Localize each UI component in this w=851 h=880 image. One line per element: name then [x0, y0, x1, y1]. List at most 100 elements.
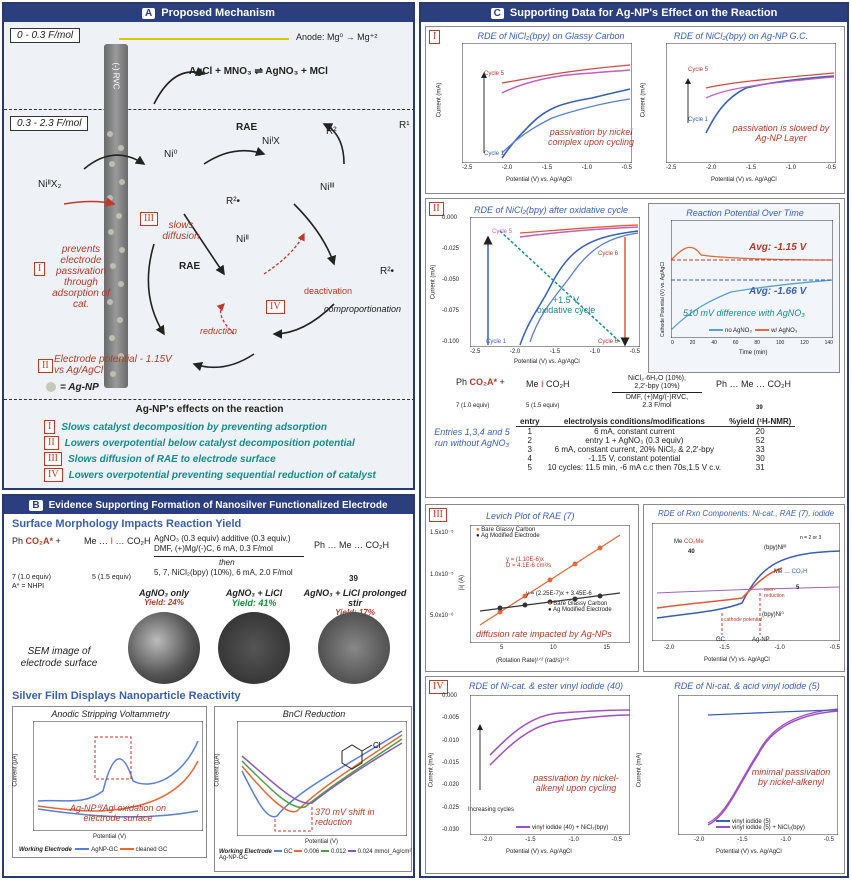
sub1-title: Surface Morphology Impacts Reaction Yiel… — [12, 518, 242, 530]
asv-ylabel: Current (µA) — [12, 753, 19, 787]
section-iv-tag: IV — [429, 680, 448, 694]
avg2: Avg: -1.66 V — [749, 286, 807, 297]
sec1-p1-xticks: -2.5 -2.0 -1.5 -1.0 -0.5 — [462, 165, 632, 171]
deactivation-note: deactivation — [304, 286, 353, 296]
roman-iii-tag: III — [140, 212, 158, 226]
asv-legend: Working Electrode AgNP-GC cleaned GC — [19, 847, 168, 853]
rde-label-5: 5 — [796, 585, 800, 591]
asv-plot: Anodic Stripping Voltammetry Ag-NP⁰/Agᴵ … — [12, 706, 207, 858]
agnp-legend: = Ag-NP — [46, 382, 99, 393]
roman-i-tag: I — [34, 262, 46, 276]
sem-image-2 — [218, 612, 290, 684]
sec1-p1-note: passivation by nickel complex upon cycli… — [547, 127, 635, 147]
time-plot: Reaction Potential Over Time Avg: -1.15 … — [648, 203, 840, 373]
rxn-sm5: Me I CO₂H — [526, 379, 570, 389]
sec1-p1-xlabel: Potential (V) vs. Ag/AgCl — [506, 177, 572, 183]
potential-note: Electrode potential - 1.15V vs Ag/AgCl — [54, 354, 172, 376]
rde-structure-40: Me CO₂Me — [674, 539, 704, 545]
levich-axes — [470, 525, 630, 643]
r1-label: R¹ — [399, 120, 410, 131]
r2-radical-2: R²• — [380, 266, 395, 277]
sec4-p1-xticks: -2.0 -1.5 -1.0 -0.5 — [482, 837, 622, 843]
sem-cond-1: AgNO₃ only Yield: 24% — [139, 588, 189, 607]
sec4-p1-yticks: 0.000 -0.005 -0.010 -0.015 -0.020 -0.025 -0.03… — [442, 693, 460, 833]
section-ii: II RDE of NiCl₂(bpy) after oxidative cyc… — [425, 198, 845, 498]
sec2-cycle5: Cycle 5 — [492, 229, 513, 235]
sec4-p1-xlabel: Potential (V) vs. Ag/AgCl — [506, 849, 572, 855]
ni1x-complex: NiᴵX — [262, 136, 280, 147]
rxn-sm5-label: 5 (1.5 equiv) — [526, 403, 560, 409]
sec1-plot1-title: RDE of NiCl₂(bpy) on Glassy Carbon — [477, 31, 625, 41]
sem-cond-2: AgNO₃ + LiCl Yield: 41% — [225, 588, 283, 608]
slows-note: slows diffusion — [162, 220, 200, 242]
sec4-p2-legend: vinyl iodide (5) vinyl iodide (5) + NiCl₂… — [716, 819, 805, 831]
entries-note: Entries 1,3,4 and 5 run without AgNO₃ — [434, 427, 510, 448]
cond1: AgNO₃ (0.3 equiv) additive (0.3 equiv.) — [154, 534, 291, 543]
section-iii-tag: III — [429, 508, 447, 522]
levich-eq1: y = (1.10E-6)x D = 4.1E-6 cm²/s — [506, 557, 552, 569]
levich-ylabel: |iₗ| (A) — [459, 574, 466, 591]
time-ylabel: Cathode Potential (V) vs. Ag/AgCl — [660, 261, 666, 337]
panel-b: B Evidence Supporting Formation of Nanosi… — [2, 494, 415, 878]
asv-note: Ag-NP⁰/Agᴵ oxidation on electrode surfac… — [69, 803, 167, 823]
r2-radical: R²• — [226, 196, 241, 207]
roman-ii-tag: II — [38, 359, 53, 373]
rde-n: n = 2 or 3 — [800, 535, 822, 541]
panel-b-header: B Evidence Supporting Formation of Nanosi… — [4, 496, 413, 514]
sec2-cycle6-top: Cycle 6 — [598, 251, 619, 257]
rxn-product: Ph … Me … CO₂H — [716, 379, 792, 389]
asv-axes — [33, 721, 203, 831]
rde-xlabel: Potential (V) vs. Ag/AgCl — [704, 657, 770, 663]
sec4-p1-note: passivation by nickel-alkenyl upon cycli… — [533, 773, 619, 793]
anode-label: Anode: Mg⁰ → Mg⁺² — [296, 32, 378, 42]
bncl-title: BnCl Reduction — [282, 709, 346, 719]
sec4-p2-axes — [678, 695, 838, 835]
levich-title: Levich Plot of RAE (7) — [486, 511, 575, 521]
avg1: Avg: -1.15 V — [749, 242, 807, 253]
sec2-xlabel: Potential (V) vs. Ag/AgCl — [514, 359, 580, 365]
panel-c: C Supporting Data for Ag-NP's Effect on t… — [419, 2, 849, 878]
levich-eq2: y = (2.25E-7)x + 3.45E-6 — [526, 591, 592, 597]
cond3: 5, 7, NiCl₂(bpy) (10%), 6 mA, 2.0 F/mol — [154, 568, 293, 577]
time-xticks: 0 20 40 60 80 100 120 140 — [671, 340, 833, 346]
rde-overred: over-reduction — [764, 587, 785, 599]
effects-title: Ag-NP's effects on the reaction — [135, 404, 284, 415]
bncl-note: 370 mV shift in reduction — [315, 807, 375, 827]
time-axes — [671, 220, 833, 338]
roman-iv-tag: IV — [266, 300, 285, 314]
sec4-p1-title: RDE of Ni-cat. & ester vinyl iodide (40) — [468, 681, 624, 691]
nhpi-label: A* = NHPI — [12, 583, 45, 590]
sec1-p1-cycle1: Cycle 1 — [484, 151, 505, 157]
time-legend: no AgNO₃ w/ AgNO₃ — [709, 328, 797, 334]
sm5-label: 5 (1.5 equiv) — [92, 574, 131, 581]
svg-text:Cl: Cl — [373, 741, 381, 750]
equilibrium-text: AgCl + MNO₃ ⇌ AgNO₃ + MCl — [189, 66, 328, 77]
rae-label: RAE — [236, 122, 258, 133]
sec1-p2-cycle1: Cycle 1 — [688, 117, 709, 123]
rde-structure-5: Me … CO₂H — [774, 569, 808, 575]
bncl-ylabel: Current (µA) — [214, 753, 221, 787]
panel-a-title: Proposed Mechanism — [161, 7, 275, 19]
rde-label-40: 40 — [688, 549, 695, 555]
section-iii-levich: III Levich Plot of RAE (7) ● Bare Glassy… — [425, 504, 639, 672]
rxn-sm7-label: 7 (1.0 equiv) — [456, 403, 490, 409]
sec1-p1-ylabel: Current (mA) — [436, 82, 443, 118]
section-iv: IV RDE of Ni-cat. & ester vinyl iodide (… — [425, 676, 845, 874]
sec4-p2-note: minimal passivation by nickel-alkenyl — [751, 767, 831, 787]
sec1-p2-note: passivation is slowed by Ag-NP Layer — [732, 123, 830, 143]
panel-a: A Proposed Mechanism 0 - 0.3 F/mol 0.3 - … — [2, 2, 415, 490]
asv-xlabel: Potential (V) — [93, 834, 127, 840]
sm7-label: 7 (1.0 equiv) — [12, 574, 51, 581]
sec4-p1-ylabel: Current (mA) — [428, 752, 435, 788]
anode-wire — [119, 38, 289, 40]
reduction-note: reduction — [200, 326, 238, 336]
ni2x2-complex: NiᴵᴵX₂ — [38, 179, 62, 190]
levich-note: diffusion rate impacted by Ag-NPs — [476, 629, 612, 639]
separator — [4, 399, 413, 400]
prevents-note: prevents electrode passivation through a… — [52, 244, 110, 310]
rde-axes — [652, 523, 840, 641]
sec2-ylabel: Current (mA) — [430, 264, 437, 300]
then-label: then — [219, 558, 235, 567]
